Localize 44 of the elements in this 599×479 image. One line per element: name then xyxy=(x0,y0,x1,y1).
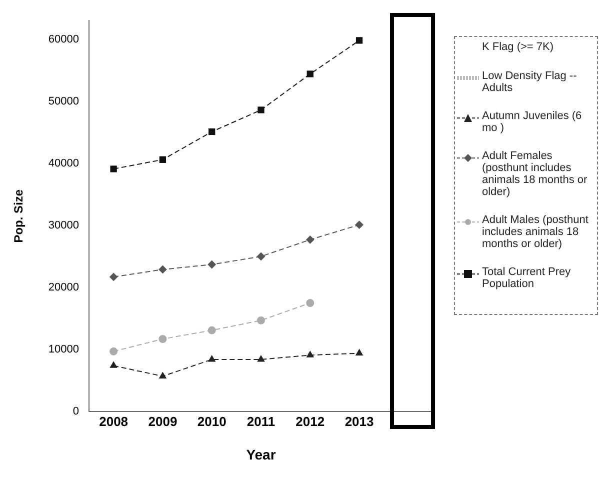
point xyxy=(356,37,363,44)
point xyxy=(208,260,216,269)
legend-label: Low Density Flag -- Adults xyxy=(482,70,578,94)
point xyxy=(306,351,314,358)
x-tick-label: 2009 xyxy=(148,414,178,429)
x-axis-title: Year xyxy=(246,446,276,462)
point xyxy=(208,355,216,362)
y-tick-label: 0 xyxy=(72,406,79,418)
point xyxy=(258,106,264,114)
y-tick-label: 10000 xyxy=(48,344,79,356)
point xyxy=(355,220,364,229)
legend-label: Adult Females (posthunt includes animals 18 months or older) xyxy=(482,150,588,198)
point xyxy=(159,372,166,378)
point xyxy=(257,355,265,362)
point xyxy=(110,272,118,281)
x-tick-label: 2011 xyxy=(246,414,276,429)
x-tick-label: 2013 xyxy=(344,414,374,429)
text: K Flag (>= 7K) xyxy=(482,41,554,53)
point xyxy=(306,298,314,307)
y-tick-label: 20000 xyxy=(48,282,79,294)
point xyxy=(110,362,118,368)
point xyxy=(306,70,314,78)
legend-label: Adult Males (posthunt includes animals 18 months or older) xyxy=(482,214,590,250)
point xyxy=(356,349,363,356)
x-tick-label: 2008 xyxy=(99,414,128,429)
x-tick-label: 2010 xyxy=(197,414,226,429)
point xyxy=(208,326,216,334)
point xyxy=(306,236,314,244)
point xyxy=(208,128,216,136)
point xyxy=(158,265,167,274)
point xyxy=(110,166,117,172)
point xyxy=(256,316,265,324)
y-tick-label: 30000 xyxy=(48,219,79,232)
legend-label: Autumn Juveniles (6 mo ) xyxy=(482,110,583,134)
point xyxy=(159,156,166,163)
legend-label: Total Current Prey Population xyxy=(482,266,572,290)
point xyxy=(158,334,167,343)
point xyxy=(256,252,265,260)
y-tick-label: 60000 xyxy=(48,33,79,46)
y-tick-label: 50000 xyxy=(48,95,79,108)
point xyxy=(110,347,118,356)
y-axis-title: Pop. Size xyxy=(12,189,26,243)
x-tick-label: 2012 xyxy=(296,414,325,429)
y-tick-label: 40000 xyxy=(48,157,79,170)
